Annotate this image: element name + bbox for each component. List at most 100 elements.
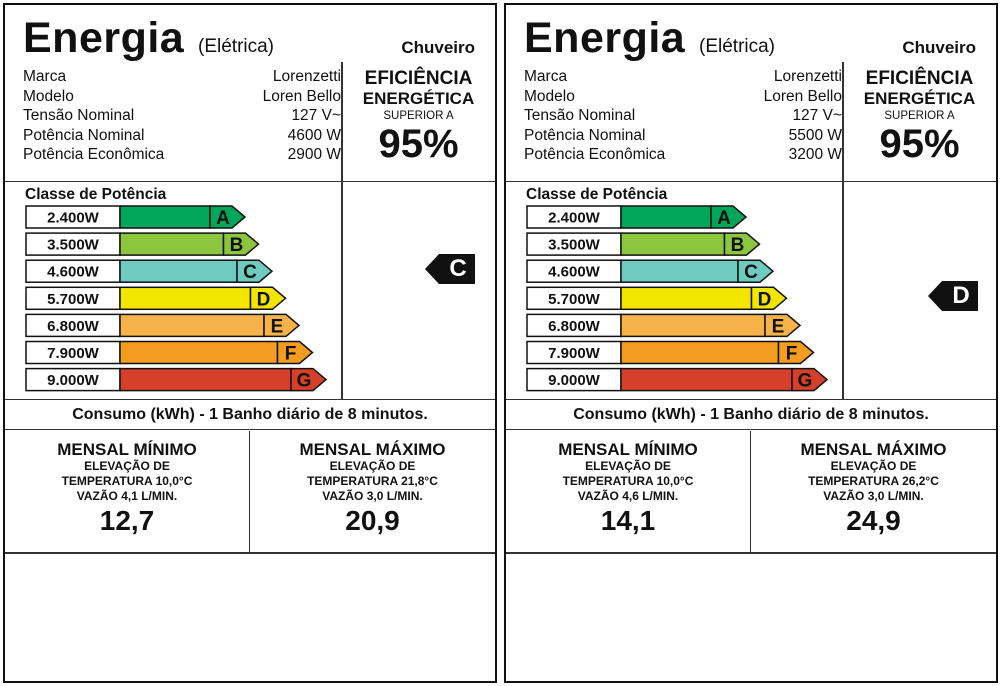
monthly-max-line: VAZÃO 3,0 L/MIN. [823,489,924,503]
class-value-label: 7.900W [548,345,601,362]
class-row-b: 3.500W B [526,232,761,256]
divider [842,62,844,182]
class-row-b: 3.500W B [25,232,260,256]
efficiency-box: EFICIÊNCIA ENERGÉTICA SUPERIOR A 95% [342,68,495,165]
class-arrow-d [249,286,287,311]
label-header: Energia (Elétrica) Chuveiro Marca Lorenze… [5,5,495,182]
spec-row: Potência Econômica 3200 W [524,145,842,165]
power-class-section: Classe de Potência 2.400W A 3.500W B 4.600W C… [5,182,495,400]
spec-row: Tensão Nominal 127 V~ [524,106,842,126]
divider [842,182,844,400]
consumption-caption: Consumo (kWh) - 1 Banho diário de 8 minu… [506,400,996,430]
efficiency-box: EFICIÊNCIA ENERGÉTICA SUPERIOR A 95% [843,68,996,165]
spec-row: Tensão Nominal 127 V~ [23,106,341,126]
class-bar-f [620,340,780,365]
class-row-d: 5.700W D [25,286,287,311]
divider [341,182,343,400]
class-value-label: 5.700W [47,291,100,308]
class-letter: B [731,235,745,256]
efficiency-heading: EFICIÊNCIA [364,68,473,89]
class-value-label: 6.800W [548,318,601,335]
class-arrow-a [710,205,748,229]
class-bars-svg: 2.400W A 3.500W B 4.600W C 5.700W D 6.800W E 7.900… [526,205,829,392]
class-letter: D [257,289,271,310]
monthly-min: MENSAL MÍNIMO ELEVAÇÃO DE TEMPERATURA 10… [506,431,751,552]
label-header: Energia (Elétrica) Chuveiro Marca Lorenze… [506,5,996,182]
class-letter: C [744,262,758,283]
class-arrow-b [723,232,761,256]
spec-row: Potência Nominal 4600 W [23,126,341,146]
class-row-e: 6.800W E [526,313,802,338]
class-title: Classe de Potência [25,186,167,203]
class-value-label: 2.400W [47,210,100,227]
monthly-min: MENSAL MÍNIMO ELEVAÇÃO DE TEMPERATURA 10… [5,431,250,552]
spec-label: Tensão Nominal [524,107,636,124]
monthly-min-value: 14,1 [600,505,656,536]
class-arrow-e [764,313,802,338]
spec-row: Modelo Loren Bello [524,87,842,107]
spec-label: Potência Nominal [23,126,145,144]
efficiency-qualifier: SUPERIOR A [383,110,454,122]
monthly-max-line: ELEVAÇÃO DE [329,459,416,473]
monthly-max: MENSAL MÁXIMO ELEVAÇÃO DE TEMPERATURA 26… [751,431,996,552]
class-letter: G [297,371,312,392]
spec-label: Marca [23,68,67,85]
monthly-min-line: TEMPERATURA 10,0°C [562,474,694,488]
spec-table: Marca Lorenzetti Modelo Loren Bello Tensão… [23,67,341,165]
class-letter: G [798,371,813,392]
energy-label: Energia (Elétrica) Chuveiro Marca Lorenze… [3,3,497,683]
efficiency-qualifier: SUPERIOR A [884,110,955,122]
class-row-g: 9.000W G [526,367,829,392]
class-letter: C [243,262,257,283]
divider [5,552,495,554]
class-bars: 2.400W A 3.500W B 4.600W C 5.700W D 6.800W E 7.900… [25,205,341,395]
spec-value: 2900 W [287,146,341,163]
class-value-label: 4.600W [548,264,601,281]
spec-label: Potência Econômica [524,146,666,163]
rating-letter: D [952,282,970,309]
class-arrow-d [750,286,788,311]
monthly-max-line: TEMPERATURA 26,2°C [808,474,939,488]
class-value-label: 6.800W [47,318,100,335]
spec-row: Modelo Loren Bello [23,87,341,107]
class-value-label: 7.900W [47,345,100,362]
class-arrow-e [263,313,301,338]
class-bar-b [119,232,225,256]
efficiency-heading: EFICIÊNCIA [865,68,974,89]
monthly-min-title: MENSAL MÍNIMO [558,440,698,459]
monthly-min-line: VAZÃO 4,6 L/MIN. [577,489,679,503]
monthly-max-line: VAZÃO 3,0 L/MIN. [322,489,423,503]
label-title: Energia [524,14,686,62]
monthly-min-value: 12,7 [99,505,155,536]
spec-row: Potência Nominal 5500 W [524,126,842,146]
monthly-max-title: MENSAL MÁXIMO [299,440,446,459]
class-arrow-g [290,367,328,392]
class-row-d: 5.700W D [526,286,788,311]
monthly-max-value: 24,9 [846,505,901,536]
class-row-c: 4.600W C [526,259,775,283]
spec-label: Modelo [524,87,575,105]
monthly-min-line: TEMPERATURA 10,0°C [61,474,193,488]
label-subtitle: (Elétrica) [699,36,776,57]
class-letter: A [717,208,731,229]
class-bars: 2.400W A 3.500W B 4.600W C 5.700W D 6.800W E 7.900… [526,205,842,395]
rating-arrow-icon [425,254,475,284]
label-title: Energia [23,14,185,62]
spec-value: 127 V~ [291,107,341,124]
class-row-f: 7.900W F [526,340,815,365]
monthly-max: MENSAL MÁXIMO ELEVAÇÃO DE TEMPERATURA 21… [250,431,495,552]
spec-label: Potência Econômica [23,146,165,163]
class-letter: E [772,316,785,337]
class-value-label: 5.700W [548,291,601,308]
spec-value: 4600 W [287,126,341,144]
class-value-label: 4.600W [47,264,100,281]
divider [341,62,343,182]
class-value-label: 3.500W [47,237,100,254]
class-row-c: 4.600W C [25,259,274,283]
class-row-a: 2.400W A [25,205,247,229]
class-bar-a [620,205,712,229]
spec-label: Marca [524,68,568,85]
spec-row: Marca Lorenzetti [524,67,842,87]
monthly-max-line: TEMPERATURA 21,8°C [307,474,438,488]
spec-row: Marca Lorenzetti [23,67,341,87]
